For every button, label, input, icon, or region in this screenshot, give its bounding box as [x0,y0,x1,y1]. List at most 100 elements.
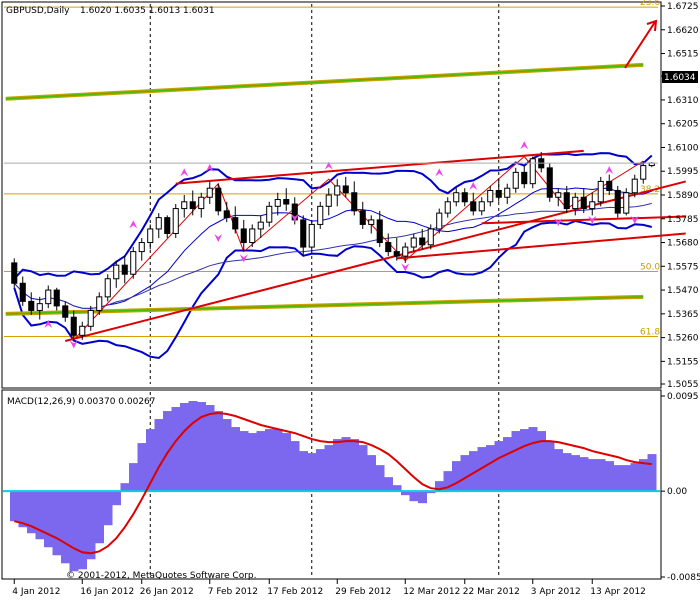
candle-body [53,289,60,307]
macd-histogram-bar [579,457,589,492]
macd-y-tick-label: 0.00 [667,487,687,497]
candle-body [28,300,35,311]
macd-histogram-bar [137,443,147,492]
macd-histogram-bar [511,431,521,492]
candle-body [130,251,137,275]
macd-histogram-bar [630,463,640,492]
macd-histogram-bar [256,431,266,492]
macd-histogram-bar [112,491,121,506]
candle-body [266,205,273,223]
candle-body [393,251,400,257]
macd-histogram-bar [103,491,113,526]
macd-histogram-bar [384,477,393,492]
candle-body [478,201,485,212]
x-tick-label: 17 Feb 2012 [267,587,323,597]
candle-body [223,210,230,219]
macd-histogram-bar [358,445,368,492]
price-y-tick-label: 1.6205 [667,120,699,130]
candle-body [521,171,528,185]
macd-histogram-bar [350,439,359,492]
candle-body [555,192,562,198]
projection-arrow [624,21,656,69]
candle-body [640,165,647,180]
fibo-level-label: 61.8 [640,327,660,337]
macd-histogram-bar [494,441,504,492]
candle-body [70,316,77,336]
macd-histogram-bar [44,491,53,548]
macd-histogram-bar [180,403,189,492]
candle-body [45,289,52,305]
price-panel: 23.638.250.061.8 [4,0,686,384]
macd-histogram-bar [52,491,62,556]
candle-body [36,303,43,311]
candle-body [580,196,587,210]
candle-body [504,187,511,198]
candle-body [249,228,256,244]
macd-histogram-bar [307,453,317,492]
candle-body [402,246,409,257]
macd-y-tick-label: 0.0095 [667,392,699,402]
candle-body [419,237,426,246]
candle-body [325,194,332,207]
candle-body [79,325,86,336]
macd-histogram-bar [146,429,155,492]
candle-body [283,199,290,205]
macd-histogram-bar [409,491,419,502]
macd-histogram-bar [324,445,334,492]
macd-histogram-bar [605,461,614,492]
macd-label: MACD(12,26,9) 0.00370 0.00267 [7,397,156,407]
candle-body [597,180,604,203]
macd-histogram-bar [239,431,249,492]
macd-histogram-bar [18,491,28,528]
macd-histogram-bar [460,455,470,492]
macd-histogram-bar [171,407,181,492]
candle-body [453,192,460,203]
candle-body [623,192,630,214]
trendline-resistance [175,149,584,185]
fibo-level-label: 23.6 [640,0,660,8]
candle-body [376,219,383,244]
candle-body [589,201,596,210]
price-y-tick-label: 1.6620 [667,26,699,36]
macd-histogram-bar [452,461,461,492]
macd-histogram-bar [61,491,70,564]
candle-body [334,185,341,196]
macd-histogram-bar [520,429,529,492]
zigzag-line [73,155,644,341]
candle-body [512,171,519,189]
macd-histogram-bar [188,401,198,492]
macd-histogram-bar [86,491,96,560]
ohlc-label: 1.6020 1.6035 1.6013 1.6031 [80,6,215,16]
candle-body [121,264,128,275]
candle-body [164,217,171,234]
macd-histogram-bar [95,491,104,544]
price-y-tick-label: 1.6725 [667,2,699,12]
candle-body [62,305,69,318]
candle-body [368,219,375,225]
fractal-marker [205,163,214,172]
candle-body [410,237,417,248]
macd-histogram-bar [443,471,453,492]
fractal-marker [554,218,563,227]
price-y-tick-label: 1.5995 [667,167,699,177]
projection-arrow-head [646,19,658,32]
candle-body [529,158,536,185]
price-y-tick-label: 1.5680 [667,239,699,249]
fractal-marker [469,181,478,190]
x-tick-label: 4 Jan 2012 [12,587,60,597]
fractal-marker [588,215,597,224]
candle-body [198,196,205,210]
upper-channel-line-inner [5,64,644,100]
candle-body [614,189,621,214]
candle-body [19,282,26,302]
candle-body [342,185,349,194]
macd-histogram-bar [78,491,87,570]
trendline-flat [481,215,686,225]
fractal-marker [605,166,614,175]
candle-body [572,196,579,210]
fractal-marker [290,213,299,222]
fractal-marker [520,141,529,150]
macd-histogram-bar [647,454,657,492]
candle-body [461,192,468,203]
